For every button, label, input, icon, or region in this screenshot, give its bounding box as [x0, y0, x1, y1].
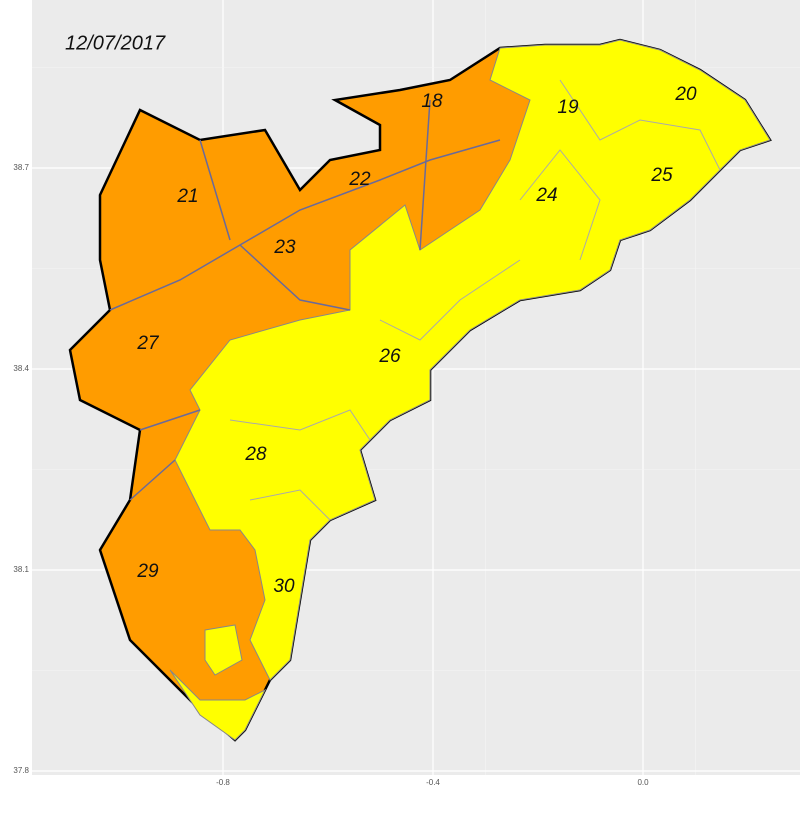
x-tick-label: -0.8: [216, 778, 230, 787]
border: [559, 79, 721, 171]
border: [129, 459, 176, 501]
border: [419, 99, 431, 251]
date: 12/07/2017: [65, 32, 166, 54]
region-label: 26: [378, 346, 401, 367]
region-label: 22: [348, 169, 371, 190]
x-tick-label: 0.0: [637, 778, 649, 787]
yellow-area: [169, 669, 267, 741]
region-labels: 18 19 20 21 22 23 24 25 26 27 28 29 30: [136, 84, 697, 597]
region-label: 20: [674, 84, 697, 105]
region-label: 25: [650, 165, 673, 186]
border: [139, 409, 201, 431]
x-tick-label: -0.4: [426, 778, 440, 787]
y-tick-label: 37.8: [13, 766, 29, 775]
borders: [229, 79, 721, 521]
region-label: 19: [557, 97, 579, 118]
yellow-area: [204, 624, 243, 676]
border: [379, 259, 521, 341]
region-label: 30: [273, 576, 295, 597]
region-label: 29: [136, 561, 159, 582]
region-label: 28: [244, 444, 267, 465]
border: [249, 489, 331, 521]
border: [109, 139, 501, 311]
yellow-area: [174, 39, 771, 681]
border: [239, 244, 351, 311]
region-label: 21: [176, 186, 198, 207]
border: [519, 149, 601, 261]
border: [199, 139, 231, 241]
y-tick-label: 38.7: [13, 163, 29, 172]
region-label: 23: [273, 237, 296, 258]
region-label: 27: [136, 333, 160, 354]
region-label: 24: [535, 185, 557, 206]
border: [229, 409, 371, 441]
y-tick-label: 38.1: [13, 565, 29, 574]
borders: [109, 99, 501, 501]
y-tick-label: 38.4: [13, 364, 29, 373]
region-label: 18: [421, 91, 443, 112]
